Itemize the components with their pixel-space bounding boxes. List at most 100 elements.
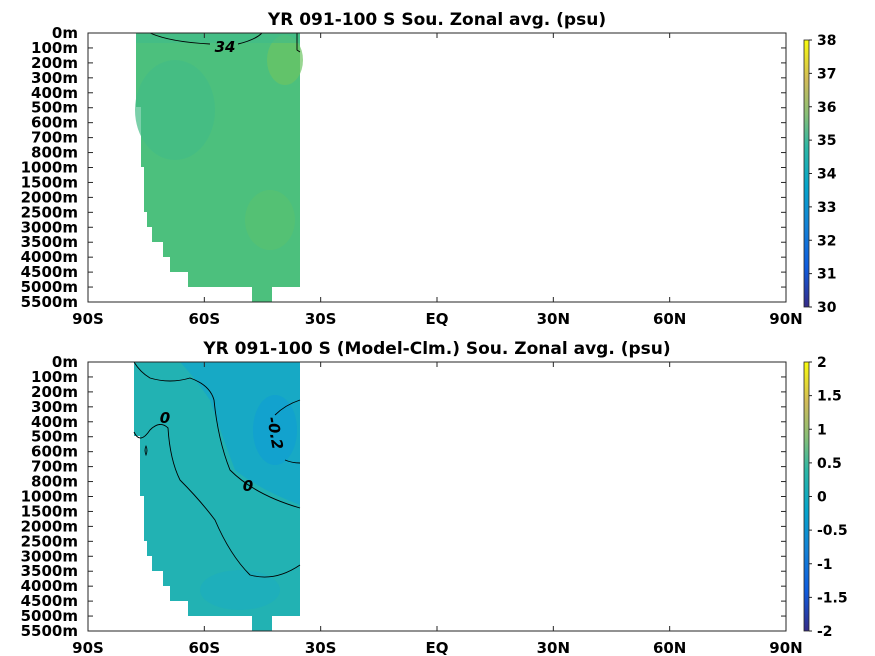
salinity-shade-1	[135, 60, 215, 160]
y-tick-label: 3500m	[21, 562, 78, 580]
colorbar-tick-label: -2	[817, 624, 833, 640]
colorbar-tick-label: -1.5	[817, 590, 848, 606]
y-tick-label: 2000m	[21, 188, 78, 206]
y-tick-label: 2500m	[21, 203, 78, 221]
panel-salinity: YR 091-100 S Sou. Zonal avg. (psu) 34 0m…	[21, 10, 837, 328]
colorbar-tick-label: -1	[817, 557, 833, 573]
colorbar-tick-label: -0.5	[817, 523, 848, 539]
y-tick-label: 2000m	[21, 517, 78, 535]
y-tick-label: 5000m	[21, 607, 78, 625]
y-tick-label: 600m	[31, 443, 78, 461]
y-tick-label: 500m	[31, 99, 78, 117]
panel-anomaly: YR 091-100 S (Model-Clm.) Sou. Zonal avg…	[21, 339, 848, 656]
y-tick-label: 4500m	[21, 263, 78, 281]
salinity-shade-3	[267, 35, 303, 85]
y-tick-label: 100m	[31, 39, 78, 57]
y-axis: 0m100m200m300m400m500m600m700m800m1000m1…	[21, 353, 786, 640]
x-axis: 90S 60S 30S EQ 30N 60N 90N	[72, 33, 803, 328]
colorbar-tick-label: 30	[817, 300, 837, 316]
colorbar	[803, 361, 810, 632]
x-tick-label: 30N	[537, 639, 570, 656]
contour-line-34	[149, 33, 263, 45]
x-tick-label: 60N	[653, 639, 686, 656]
y-tick-label: 800m	[31, 144, 78, 162]
contour-label: 0	[243, 477, 253, 495]
colorbar-tick-label: 1.5	[817, 389, 842, 405]
contour-label: -0.2	[263, 415, 286, 450]
y-tick-label: 5500m	[21, 622, 78, 640]
y-tick-label: 3000m	[21, 547, 78, 565]
y-tick-label: 5000m	[21, 278, 78, 296]
colorbar-tick-label: 36	[817, 100, 836, 116]
x-tick-label: 60N	[653, 310, 686, 328]
colorbar-ticks: 38 37 36 35 34 33 32 31 30	[809, 33, 837, 316]
colorbar-tick-label: 35	[817, 133, 836, 149]
x-tick-label: 90S	[72, 639, 104, 656]
y-tick-label: 800m	[31, 473, 78, 491]
chart-title: YR 091-100 S Sou. Zonal avg. (psu)	[267, 10, 606, 30]
y-tick-label: 0m	[52, 353, 78, 371]
colorbar-tick-label: 0	[817, 490, 827, 506]
y-tick-label: 100m	[31, 368, 78, 386]
colorbar-tick-label: 32	[817, 233, 836, 249]
salinity-shade-2	[245, 190, 295, 250]
colorbar-tick-label: 0.5	[817, 456, 842, 472]
anomaly-shade-2	[200, 570, 280, 610]
colorbar	[803, 39, 810, 308]
x-tick-label: 90N	[769, 639, 802, 656]
salinity-shade-4	[136, 33, 300, 43]
y-tick-label: 4000m	[21, 577, 78, 595]
x-tick-label: EQ	[426, 310, 449, 328]
anomaly-shade-1	[253, 395, 297, 465]
y-tick-label: 4500m	[21, 592, 78, 610]
x-tick-label: 30S	[305, 310, 337, 328]
colorbar-tick-label: 31	[817, 267, 836, 283]
y-tick-label: 3000m	[21, 218, 78, 236]
y-tick-label: 200m	[31, 383, 78, 401]
contour-line-neg0-2	[274, 399, 301, 464]
y-tick-label: 1500m	[21, 502, 78, 520]
x-tick-label: 60S	[188, 310, 220, 328]
y-tick-label: 1500m	[21, 173, 78, 191]
x-tick-label: 90S	[72, 310, 104, 328]
y-tick-label: 300m	[31, 69, 78, 87]
x-tick-label: 30N	[537, 310, 570, 328]
y-tick-label: 600m	[31, 114, 78, 132]
colorbar-ticks: 2 1.5 1 0.5 0 -0.5 -1 -1.5 -2	[809, 355, 848, 640]
colorbar-tick-label: 34	[817, 167, 837, 183]
x-tick-label: EQ	[426, 639, 449, 656]
x-tick-label: 90N	[769, 310, 802, 328]
anomaly-field: 0 -0.2 0	[133, 362, 301, 631]
y-tick-label: 4000m	[21, 248, 78, 266]
colorbar-tick-label: 1	[817, 422, 827, 438]
x-axis: 90S 60S 30S EQ 30N 60N 90N	[72, 362, 803, 656]
colorbar-tick-label: 33	[817, 200, 836, 216]
y-tick-label: 5500m	[21, 293, 78, 311]
y-tick-label: 700m	[31, 129, 78, 147]
y-tick-label: 3500m	[21, 233, 78, 251]
y-tick-label: 1000m	[21, 159, 78, 177]
chart-title: YR 091-100 S (Model-Clm.) Sou. Zonal avg…	[202, 339, 670, 359]
contour-label: 0	[160, 409, 170, 427]
x-tick-label: 60S	[188, 639, 220, 656]
y-tick-label: 2500m	[21, 532, 78, 550]
salinity-field: 34	[135, 33, 303, 302]
contour-label: 34	[215, 38, 236, 56]
y-axis: 0m100m200m300m400m500m600m700m800m1000m1…	[21, 24, 786, 311]
contour-line-0-a	[133, 362, 301, 509]
colorbar-tick-label: 2	[817, 355, 827, 371]
x-tick-label: 30S	[305, 639, 337, 656]
y-tick-label: 500m	[31, 428, 78, 446]
y-tick-label: 0m	[52, 24, 78, 42]
colorbar-tick-label: 38	[817, 33, 836, 49]
y-tick-label: 1000m	[21, 488, 78, 506]
y-tick-label: 200m	[31, 54, 78, 72]
contour-small-loop	[144, 445, 148, 457]
y-tick-label: 700m	[31, 458, 78, 476]
y-tick-label: 400m	[31, 84, 78, 102]
contour-line-0-b	[133, 424, 301, 578]
contour-line-34b	[296, 33, 301, 53]
y-tick-label: 400m	[31, 413, 78, 431]
colorbar-tick-label: 37	[817, 66, 836, 82]
